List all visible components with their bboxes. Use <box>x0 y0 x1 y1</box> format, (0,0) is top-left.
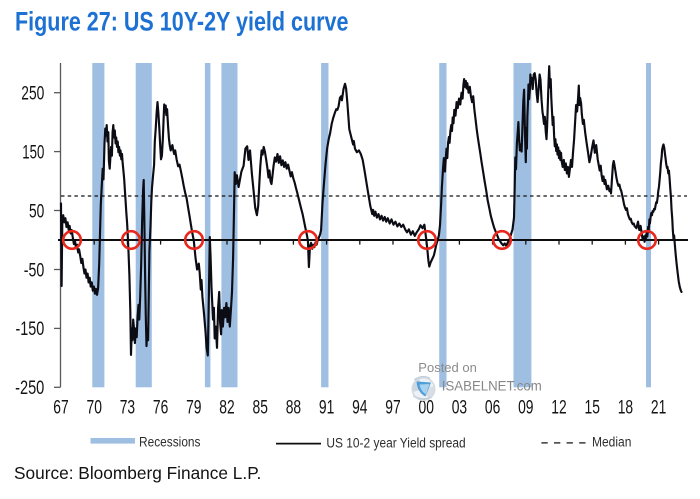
svg-text:18: 18 <box>618 398 633 419</box>
svg-text:Recessions: Recessions <box>139 435 201 450</box>
svg-text:150: 150 <box>22 142 44 163</box>
svg-text:Posted on: Posted on <box>418 360 477 375</box>
svg-text:ISABELNET.com: ISABELNET.com <box>442 379 542 394</box>
svg-text:US 10-2 year Yield spread: US 10-2 year Yield spread <box>326 435 465 450</box>
svg-text:91: 91 <box>319 398 334 419</box>
svg-text:06: 06 <box>485 398 500 419</box>
svg-text:-50: -50 <box>24 260 45 281</box>
svg-text:-250: -250 <box>15 378 44 399</box>
svg-text:Median: Median <box>592 434 631 449</box>
svg-text:50: 50 <box>29 201 44 222</box>
svg-text:79: 79 <box>186 398 201 419</box>
svg-text:97: 97 <box>385 398 400 419</box>
svg-text:21: 21 <box>651 398 666 419</box>
svg-text:76: 76 <box>153 398 168 419</box>
svg-text:85: 85 <box>253 398 268 419</box>
svg-text:Source: Bloomberg Finance L.P.: Source: Bloomberg Finance L.P. <box>14 463 261 483</box>
svg-text:12: 12 <box>551 398 566 419</box>
svg-text:09: 09 <box>518 398 533 419</box>
svg-text:67: 67 <box>53 398 68 419</box>
svg-text:Figure 27: US 10Y-2Y yield cur: Figure 27: US 10Y-2Y yield curve <box>15 6 349 36</box>
svg-text:250: 250 <box>21 84 44 105</box>
svg-text:00: 00 <box>419 398 434 419</box>
svg-text:88: 88 <box>286 398 301 419</box>
svg-text:82: 82 <box>219 398 234 419</box>
svg-text:15: 15 <box>585 398 600 419</box>
svg-text:70: 70 <box>87 398 102 419</box>
svg-text:03: 03 <box>452 398 467 419</box>
svg-text:-150: -150 <box>16 319 45 340</box>
svg-text:73: 73 <box>120 398 135 419</box>
svg-text:94: 94 <box>352 398 368 419</box>
